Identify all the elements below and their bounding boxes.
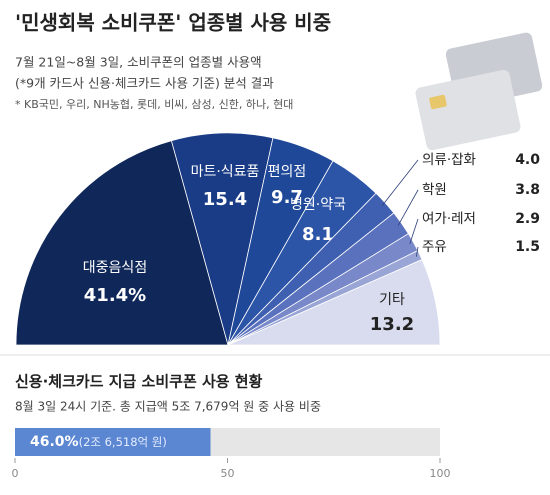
slice — [170, 132, 274, 346]
slice — [227, 259, 441, 346]
note: * KB국민, 우리, NH농협, 롯데, 비씨, 삼성, 신한, 하나, 현대 — [15, 97, 293, 111]
x-tick-label: 0 — [12, 467, 19, 480]
section-subtitle: 8월 3일 24시 기준. 총 지급액 5조 7,679억 원 중 사용 비중 — [15, 400, 321, 414]
x-tick-label: 100 — [430, 467, 451, 480]
value-label: 15.4 — [203, 189, 247, 210]
leader-line — [381, 159, 419, 206]
slice-label: 기타 — [379, 292, 405, 308]
leader-line — [415, 246, 419, 257]
slice-label: 주유 — [422, 239, 447, 255]
value-label: 1.5 — [515, 239, 540, 255]
slice — [15, 140, 229, 346]
annotation: (2조 6,518억 원) — [79, 435, 167, 449]
subtitle: (*9개 카드사 신용·체크카드 사용 기준) 분석 결과 — [15, 76, 274, 91]
value-label: 3.8 — [515, 182, 540, 198]
slice-label: 학원 — [422, 182, 447, 198]
title: '민생회복 소비쿠폰' 업종별 사용 비중 — [15, 11, 331, 35]
bar — [15, 428, 211, 456]
leader-line — [409, 218, 419, 245]
value-label: 41.4% — [84, 285, 146, 306]
value-label: 4.0 — [515, 152, 540, 168]
x-tick-label: 50 — [221, 467, 235, 480]
value-label: 13.2 — [370, 314, 414, 335]
value-label: 46.0%(2조 6,518억 원) — [30, 434, 167, 450]
slice-label: 병원·약국 — [290, 197, 346, 213]
value-label: 2.9 — [515, 211, 540, 227]
value-label: 9.7 — [271, 187, 303, 208]
card-illustration — [415, 32, 543, 151]
subtitle: 7월 21일~8월 3일, 소비쿠폰의 업종별 사용액 — [15, 55, 262, 70]
value-text: 46.0% — [30, 434, 79, 450]
slice-label: 편의점 — [268, 164, 307, 180]
slice-label: 대중음식점 — [83, 260, 147, 276]
slice-label: 여가·레저 — [422, 211, 476, 227]
slice-label: 의류·잡화 — [422, 152, 476, 168]
slice-label: 마트·식료품 — [191, 164, 260, 180]
value-label: 8.1 — [302, 224, 334, 245]
leader-line — [397, 189, 419, 226]
section-title: 신용·체크카드 지급 소비쿠폰 사용 현황 — [15, 373, 263, 391]
